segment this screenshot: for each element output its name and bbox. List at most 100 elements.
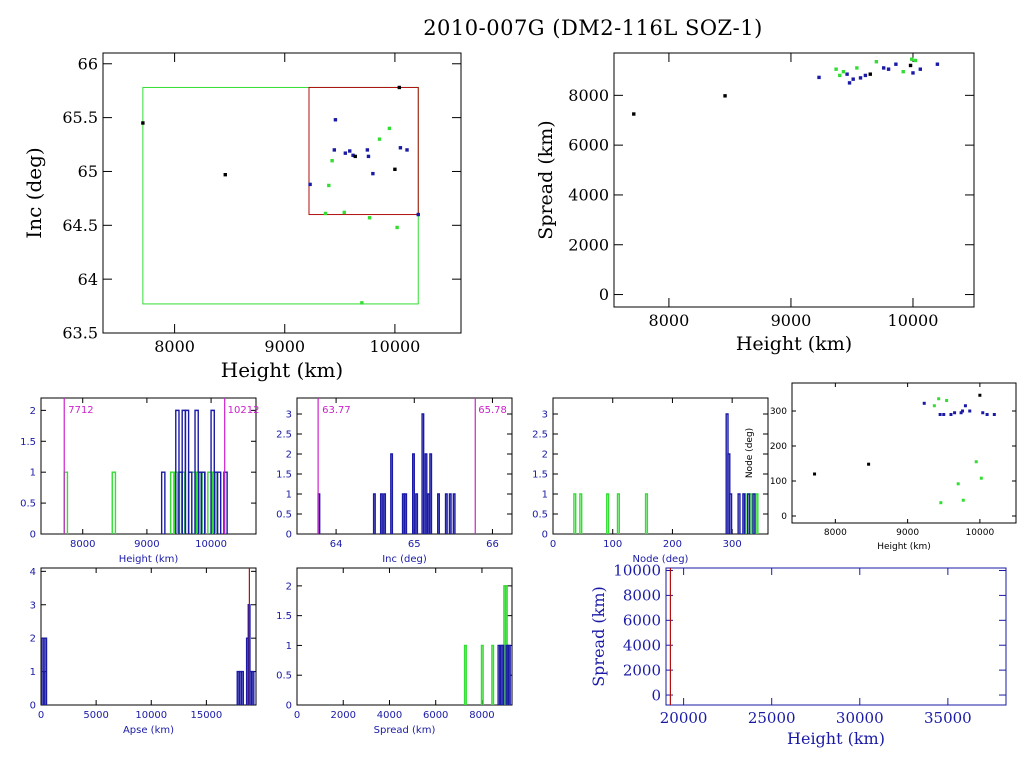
y-tick-label: 100	[770, 477, 787, 487]
data-point	[393, 167, 397, 172]
data-point	[945, 399, 949, 402]
y-tick-label: 4000	[623, 636, 661, 654]
node-vs-height-marks	[813, 393, 996, 505]
data-point	[985, 413, 989, 416]
x-tick-label: 5000	[83, 710, 108, 721]
y-tick-label: 1	[30, 667, 36, 678]
x-tick-label: 64	[330, 539, 343, 550]
histogram-bar	[606, 493, 610, 534]
data-point	[367, 216, 372, 220]
y-tick-label: 65	[78, 162, 98, 181]
data-point	[961, 409, 965, 413]
x-tick-label: 10000	[888, 311, 939, 330]
data-point	[847, 81, 852, 85]
x-tick-label: 9000	[264, 337, 305, 356]
histogram-bar	[644, 493, 649, 534]
histogram-bar	[383, 493, 387, 534]
x-tick-label: 9000	[771, 311, 812, 330]
x-tick-label: 66	[486, 539, 499, 550]
x-axis-label: Spread (km)	[374, 725, 436, 736]
data-point	[868, 72, 872, 76]
y-tick-label: 0	[651, 686, 661, 704]
data-point	[874, 60, 879, 64]
histogram-bar	[200, 471, 206, 534]
y-tick-label: 2	[286, 581, 292, 592]
x-tick-label: 4000	[377, 710, 402, 721]
x-axis-label: Inc (deg)	[382, 554, 427, 565]
data-point	[963, 404, 967, 408]
y-tick-label: 2000	[623, 661, 661, 679]
hist-apse-chart: 0 5000 10000 15000 0 1 2 3 4 Apse (km)	[30, 567, 257, 736]
data-point	[366, 154, 371, 159]
x-tick-label: 15000	[190, 710, 222, 721]
y-tick-label: 0	[286, 530, 292, 541]
y-tick-label: 1	[286, 641, 292, 652]
marker-label: 10212	[228, 405, 260, 416]
histogram-bar	[729, 493, 733, 534]
histogram-bar	[579, 493, 583, 534]
hist-height-marks	[63, 398, 228, 534]
y-tick-label: 1	[30, 468, 36, 479]
hist-inc-chart: 64 65 66 0 0.5 1 1.5 2 2.5 3 Inc (deg) 63.77 65.78	[276, 397, 513, 565]
y-tick-label: 6000	[623, 612, 661, 630]
data-point	[979, 476, 983, 480]
y-tick-label: 8000	[568, 86, 609, 105]
x-tick-label: 25000	[748, 709, 796, 727]
x-tick-label: 9000	[896, 528, 919, 538]
data-point	[858, 76, 863, 80]
data-point	[961, 498, 965, 502]
marker-label: 7712	[68, 405, 93, 416]
data-point	[886, 67, 891, 71]
data-point	[974, 460, 978, 464]
hist-node-marks	[573, 413, 759, 534]
x-axis-label: Height (km)	[787, 729, 885, 748]
data-point	[911, 71, 915, 75]
y-tick-label: 1.5	[532, 470, 548, 481]
data-point	[881, 66, 886, 70]
histogram-bar	[160, 471, 166, 534]
histogram-bar	[240, 670, 245, 705]
x-tick-label: 8000	[469, 710, 494, 721]
hist-apse-frame	[40, 567, 257, 706]
histogram-bar	[251, 670, 255, 705]
y-tick-label: 1	[542, 490, 548, 501]
data-point	[632, 112, 636, 116]
data-point	[308, 182, 312, 187]
x-tick-label: 9000	[134, 539, 159, 550]
data-point	[851, 77, 855, 81]
y-tick-label: 200	[770, 442, 787, 452]
data-point	[387, 126, 392, 131]
data-point	[918, 67, 923, 71]
histogram-bar	[452, 493, 456, 534]
data-point	[981, 411, 985, 415]
y-tick-label: 300	[770, 407, 787, 417]
y-tick-label: 0.5	[532, 510, 548, 521]
histogram-bar	[223, 471, 228, 534]
histogram-bar	[573, 493, 577, 534]
x-tick-label: 200	[663, 539, 682, 550]
y-tick-label: 1	[286, 490, 292, 501]
x-tick-label: 0	[38, 710, 44, 721]
x-tick-label: 35000	[924, 709, 972, 727]
spread-vs-height-wide-chart: 20000 25000 30000 35000 0 2000 4000 6000 8000 100…	[589, 562, 1007, 748]
spread-vs-height-marks	[632, 57, 940, 116]
histogram-bar	[169, 471, 175, 534]
node-vs-height-chart: 8000 9000 10000 0 100 200 300 Height (km) Node (…	[745, 382, 1017, 552]
histogram-bar	[746, 493, 751, 534]
histogram-bar	[755, 493, 759, 534]
data-point	[910, 57, 914, 61]
data-point	[365, 148, 370, 152]
hist-height-frame	[40, 397, 257, 535]
y-tick-label: 4	[30, 567, 36, 578]
histogram-bar	[480, 644, 484, 705]
spread-vs-height-chart: 8000 9000 10000 0 2000 4000 6000 8000 Height (km…	[535, 52, 975, 355]
y-tick-label: 1.5	[276, 470, 292, 481]
data-point	[838, 73, 842, 78]
y-tick-label: 3	[286, 410, 292, 421]
x-axis-label: Height (km)	[221, 358, 343, 382]
x-tick-label: 10000	[195, 539, 227, 550]
y-axis-label: Spread (km)	[589, 586, 608, 687]
inc-vs-height-marks	[141, 85, 420, 305]
data-point	[959, 411, 963, 415]
hist-spread-marks	[463, 585, 511, 705]
